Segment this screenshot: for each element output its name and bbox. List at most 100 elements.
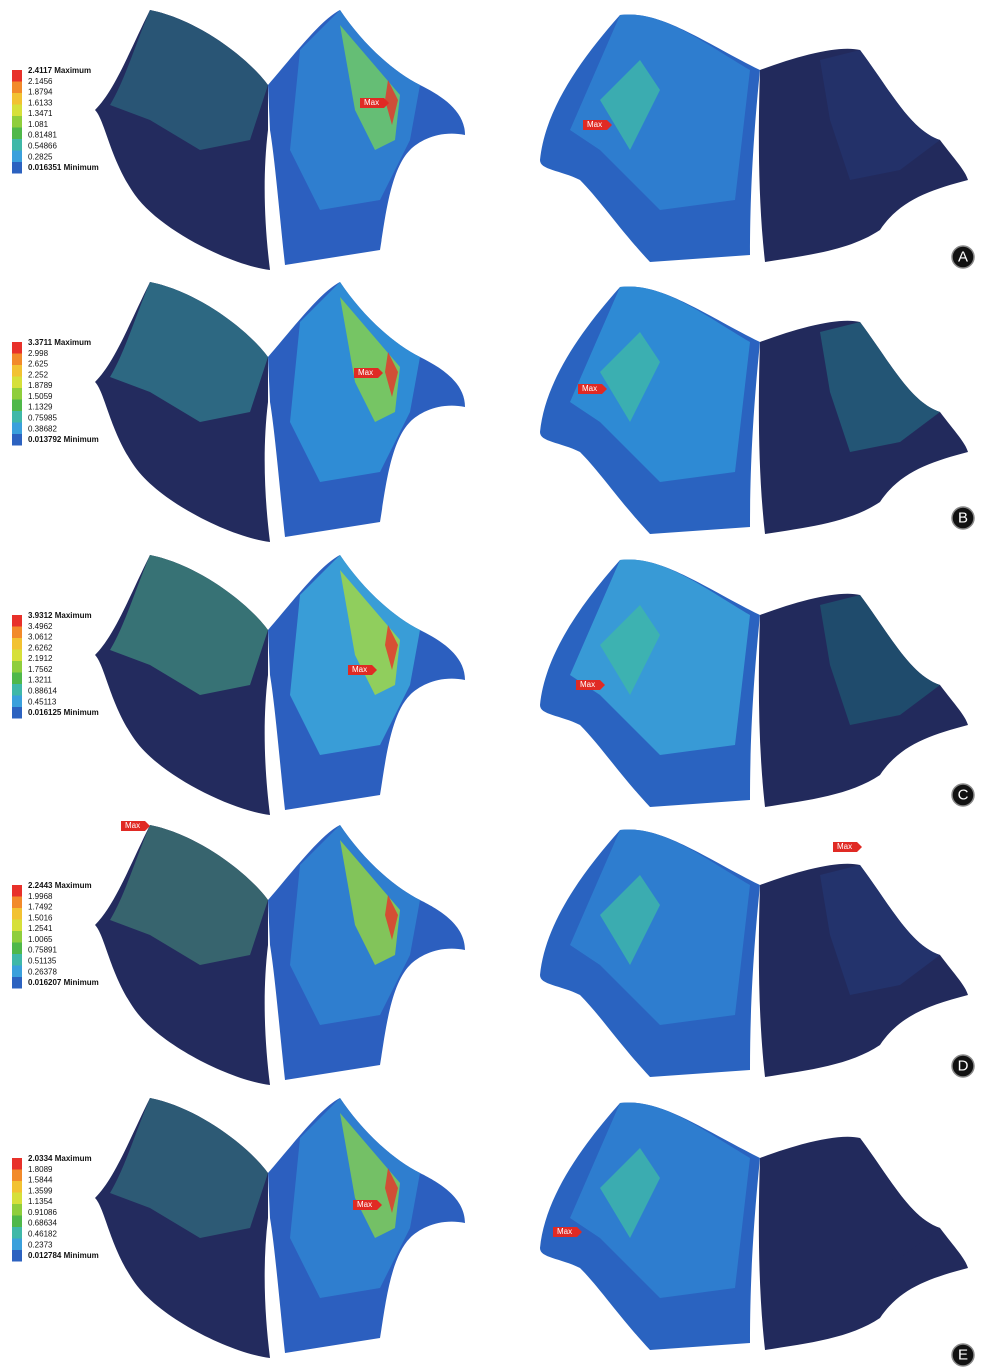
legend-label: 0.75985	[28, 414, 57, 423]
legend-band	[12, 954, 22, 966]
legend-min: Minimum	[64, 435, 99, 444]
max-tag-label: Max	[837, 842, 852, 851]
legend-label: 3.9312 Maximum	[28, 611, 92, 620]
legend-label: 1.3211	[28, 676, 52, 685]
legend-value: 1.8794	[28, 88, 53, 97]
legend-label: 2.4117 Maximum	[28, 66, 91, 75]
legend-label: 1.6133	[28, 98, 53, 107]
legend-label: 2.1456	[28, 77, 53, 86]
max-tag-label: Max	[580, 680, 595, 689]
legend-band	[12, 966, 22, 978]
legend-band	[12, 1170, 22, 1182]
legend-label: 1.8794	[28, 88, 53, 97]
legend-label: 1.081	[28, 120, 49, 129]
legend-value: 3.3711	[28, 338, 53, 347]
legend-band	[12, 105, 22, 117]
legend-label: 0.2825	[28, 152, 53, 161]
legend-value: 0.81481	[28, 131, 57, 140]
legend-value: 0.91086	[28, 1208, 57, 1217]
legend-label: 1.1354	[28, 1197, 53, 1206]
legend-label: 0.88614	[28, 687, 57, 696]
legend-band	[12, 696, 22, 708]
legend-band	[12, 684, 22, 696]
legend-band	[12, 128, 22, 140]
legend-label: 2.2443 Maximum	[28, 881, 92, 890]
legend-label: 0.75891	[28, 946, 57, 955]
legend-band	[12, 1227, 22, 1239]
legend-label: 2.252	[28, 370, 49, 379]
max-tag-label: Max	[352, 665, 367, 674]
legend-label: 0.012784 Minimum	[28, 1251, 99, 1260]
legend-value: 2.6262	[28, 643, 53, 652]
legend-max: Maximum	[55, 881, 92, 890]
legend-label: 0.013792 Minimum	[28, 435, 99, 444]
legend-band	[12, 377, 22, 389]
legend-value: 2.252	[28, 370, 49, 379]
legend-value: 1.5059	[28, 392, 53, 401]
max-tag-label: Max	[582, 384, 597, 393]
legend-max: Maximum	[55, 1154, 92, 1163]
legend-band	[12, 673, 22, 685]
legend-band	[12, 897, 22, 909]
max-tag-label: Max	[357, 1200, 372, 1209]
legend-label: 0.54866	[28, 142, 57, 151]
legend-label: 1.7562	[28, 665, 53, 674]
panel: 2.0334 Maximum1.80891.58441.35991.13540.…	[12, 1098, 968, 1358]
legend-label: 1.1329	[28, 403, 53, 412]
legend-band	[12, 1239, 22, 1251]
legend-label: 0.46182	[28, 1230, 57, 1239]
legend-value: 0.54866	[28, 142, 57, 151]
legend-label: 0.45113	[28, 697, 57, 706]
legend-value: 0.75985	[28, 414, 57, 423]
panel: 3.3711 Maximum2.9982.6252.2521.87891.505…	[12, 282, 968, 542]
legend-band	[12, 908, 22, 920]
legend-band	[12, 1193, 22, 1205]
legend-label: 0.91086	[28, 1208, 57, 1217]
legend-label: 2.0334 Maximum	[28, 1154, 92, 1163]
legend-value: 2.1912	[28, 654, 53, 663]
legend-value: 1.5016	[28, 913, 53, 922]
legend-min: Minimum	[64, 708, 99, 717]
legend-value: 1.7492	[28, 903, 53, 912]
legend-label: 1.0065	[28, 935, 53, 944]
legend-value: 1.1329	[28, 403, 53, 412]
legend-band	[12, 1216, 22, 1228]
legend-value: 0.38682	[28, 424, 57, 433]
legend-band	[12, 82, 22, 94]
legend-value: 0.45113	[28, 697, 57, 706]
legend-band	[12, 661, 22, 673]
legend-band	[12, 885, 22, 897]
legend-value: 0.46182	[28, 1230, 57, 1239]
panel-letter: A	[958, 249, 968, 266]
panel: 2.2443 Maximum1.99681.74921.50161.25411.…	[12, 821, 968, 1085]
legend-max: Maximum	[55, 611, 92, 620]
legend-min: Minimum	[64, 978, 99, 987]
legend-value: 1.3599	[28, 1186, 53, 1195]
legend-label: 2.998	[28, 349, 49, 358]
legend-band	[12, 423, 22, 435]
legend-label: 3.0612	[28, 633, 53, 642]
legend-value: 1.3211	[28, 676, 52, 685]
legend-label: 0.38682	[28, 424, 57, 433]
legend-label: 1.5016	[28, 913, 53, 922]
legend-value: 1.9968	[28, 892, 53, 901]
legend-value: 0.68634	[28, 1219, 57, 1228]
legend-label: 0.51135	[28, 957, 57, 966]
legend-label: 0.016351 Minimum	[28, 163, 99, 172]
legend-band	[12, 977, 22, 989]
max-tag-label: Max	[358, 368, 373, 377]
legend-value: 0.2825	[28, 152, 53, 161]
legend-value: 1.0065	[28, 935, 53, 944]
legend-value: 2.4117	[28, 66, 53, 75]
legend-label: 0.68634	[28, 1219, 57, 1228]
legend-band	[12, 920, 22, 932]
legend-value: 2.0334	[28, 1154, 53, 1163]
legend-band	[12, 1250, 22, 1262]
legend-band	[12, 638, 22, 650]
legend-value: 0.013792	[28, 435, 62, 444]
legend-label: 2.625	[28, 360, 49, 369]
legend-label: 0.016125 Minimum	[28, 708, 99, 717]
legend-value: 0.016207	[28, 978, 62, 987]
legend-value: 0.75891	[28, 946, 57, 955]
panel-letter: E	[958, 1347, 968, 1364]
